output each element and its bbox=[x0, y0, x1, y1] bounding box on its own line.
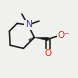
Text: O: O bbox=[45, 49, 52, 58]
Text: O: O bbox=[57, 31, 64, 40]
Polygon shape bbox=[34, 37, 49, 41]
Text: N: N bbox=[25, 20, 31, 29]
Text: −: − bbox=[63, 30, 69, 35]
